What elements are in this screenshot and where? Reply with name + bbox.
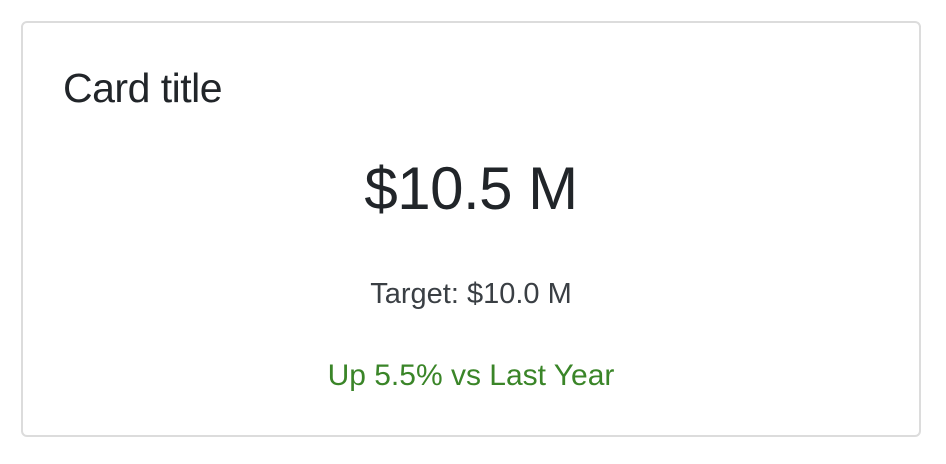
metric-target: Target: $10.0 M (370, 278, 572, 310)
metric-change-indicator: Up 5.5% vs Last Year (327, 359, 615, 392)
metric-card: Card title $10.5 M Target: $10.0 M Up 5.… (21, 21, 921, 437)
metric-value: $10.5 M (364, 155, 578, 222)
card-title: Card title (63, 65, 223, 111)
